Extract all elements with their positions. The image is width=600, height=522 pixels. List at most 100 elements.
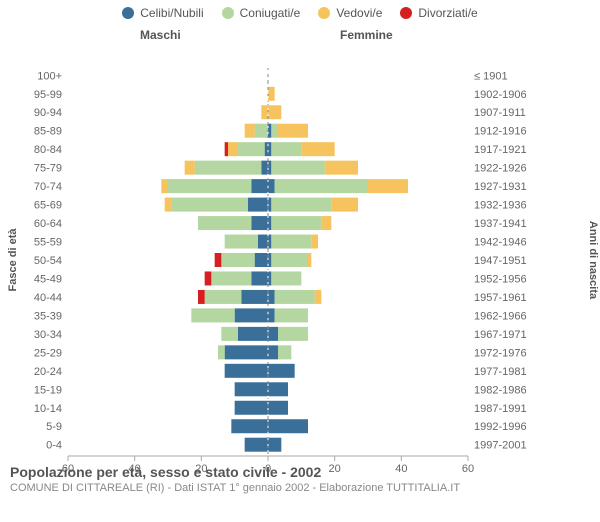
age-label: 60-64 <box>34 218 62 230</box>
legend-label-celibi: Celibi/Nubili <box>140 6 203 20</box>
bar-m-celibi <box>258 235 268 249</box>
bar-f-coniugati <box>278 327 308 341</box>
legend-item-coniugati: Coniugati/e <box>222 6 301 20</box>
bar-f-coniugati <box>278 345 291 359</box>
birth-label: 1947-1951 <box>474 255 527 267</box>
bar-f-celibi <box>268 419 308 433</box>
bar-m-celibi <box>251 179 268 193</box>
chart-subtitle: COMUNE DI CITTAREALE (RI) - Dati ISTAT 1… <box>10 482 460 494</box>
legend-item-vedovi: Vedovi/e <box>318 6 382 20</box>
bar-m-coniugati <box>168 179 251 193</box>
birth-label: 1992-1996 <box>474 421 527 433</box>
bar-m-coniugati <box>191 308 234 322</box>
birth-label: 1967-1971 <box>474 329 527 341</box>
bar-f-coniugati <box>271 235 311 249</box>
birth-label: 1917-1921 <box>474 144 527 156</box>
age-label: 85-89 <box>34 126 62 138</box>
chart-title: Popolazione per età, sesso e stato civil… <box>10 464 460 480</box>
bar-m-vedovi <box>161 179 168 193</box>
bar-m-celibi <box>241 290 268 304</box>
age-label: 25-29 <box>34 347 62 359</box>
bar-f-coniugati <box>271 124 278 138</box>
pyramid-chart: 100+≤ 190195-991902-190690-941907-191185… <box>0 22 600 522</box>
bar-f-celibi <box>268 401 288 415</box>
age-label: 45-49 <box>34 273 62 285</box>
bar-m-vedovi <box>245 124 255 138</box>
bar-m-celibi <box>248 198 268 212</box>
bar-m-coniugati <box>171 198 248 212</box>
birth-label: 1932-1936 <box>474 200 527 212</box>
bar-f-celibi <box>268 345 278 359</box>
bar-m-coniugati <box>195 161 262 175</box>
bar-m-celibi <box>225 345 268 359</box>
bar-f-coniugati <box>271 198 331 212</box>
bar-m-vedovi <box>185 161 195 175</box>
birth-label: 1987-1991 <box>474 403 527 415</box>
bar-m-celibi <box>235 401 268 415</box>
bar-m-vedovi <box>165 198 172 212</box>
legend-label-vedovi: Vedovi/e <box>336 6 382 20</box>
y-left-title: Fasce di età <box>7 228 19 292</box>
bar-m-divorziati <box>205 271 212 285</box>
legend-swatch-celibi <box>122 7 134 19</box>
bar-m-divorziati <box>215 253 222 267</box>
bar-f-coniugati <box>275 179 368 193</box>
bar-m-coniugati <box>225 235 258 249</box>
bar-m-celibi <box>251 271 268 285</box>
bar-m-celibi <box>238 327 268 341</box>
bar-f-coniugati <box>271 161 324 175</box>
bar-m-divorziati <box>198 290 205 304</box>
age-label: 0-4 <box>46 440 62 452</box>
age-label: 30-34 <box>34 329 62 341</box>
age-label: 75-79 <box>34 163 62 175</box>
bar-m-celibi <box>231 419 268 433</box>
birth-label: ≤ 1901 <box>474 70 508 82</box>
birth-label: 1977-1981 <box>474 366 527 378</box>
legend-item-celibi: Celibi/Nubili <box>122 6 203 20</box>
bar-f-celibi <box>268 179 275 193</box>
bar-m-coniugati <box>198 216 251 230</box>
age-label: 80-84 <box>34 144 62 156</box>
bar-m-divorziati <box>225 142 228 156</box>
age-label: 95-99 <box>34 89 62 101</box>
bar-f-vedovi <box>268 105 281 119</box>
age-label: 10-14 <box>34 403 62 415</box>
bar-m-coniugati <box>255 124 268 138</box>
bar-f-coniugati <box>271 216 321 230</box>
bar-f-vedovi <box>301 142 334 156</box>
bar-m-coniugati <box>218 345 225 359</box>
age-label: 50-54 <box>34 255 62 267</box>
birth-label: 1902-1906 <box>474 89 527 101</box>
bar-f-coniugati <box>271 142 301 156</box>
bar-m-celibi <box>261 161 268 175</box>
bar-f-coniugati <box>271 271 301 285</box>
age-label: 90-94 <box>34 107 62 119</box>
age-label: 5-9 <box>46 421 62 433</box>
age-label: 100+ <box>37 70 62 82</box>
bar-f-coniugati <box>275 308 308 322</box>
bar-m-vedovi <box>228 142 238 156</box>
bar-f-celibi <box>268 438 281 452</box>
birth-label: 1922-1926 <box>474 163 527 175</box>
birth-label: 1962-1966 <box>474 310 527 322</box>
bar-f-vedovi <box>321 216 331 230</box>
bar-f-vedovi <box>331 198 358 212</box>
bar-m-celibi <box>251 216 268 230</box>
legend-label-coniugati: Coniugati/e <box>240 6 301 20</box>
bar-f-coniugati <box>271 253 308 267</box>
bar-m-coniugati <box>211 271 251 285</box>
bar-m-vedovi <box>261 105 268 119</box>
legend-swatch-divorziati <box>400 7 412 19</box>
bar-m-celibi <box>235 382 268 396</box>
bar-m-coniugati <box>221 327 238 341</box>
bar-m-coniugati <box>205 290 242 304</box>
age-label: 70-74 <box>34 181 62 193</box>
age-label: 20-24 <box>34 366 62 378</box>
x-tick-label: 60 <box>462 463 474 475</box>
birth-label: 1937-1941 <box>474 218 527 230</box>
legend-swatch-vedovi <box>318 7 330 19</box>
age-label: 65-69 <box>34 200 62 212</box>
bar-f-vedovi <box>278 124 308 138</box>
bar-m-celibi <box>245 438 268 452</box>
bar-f-vedovi <box>325 161 358 175</box>
